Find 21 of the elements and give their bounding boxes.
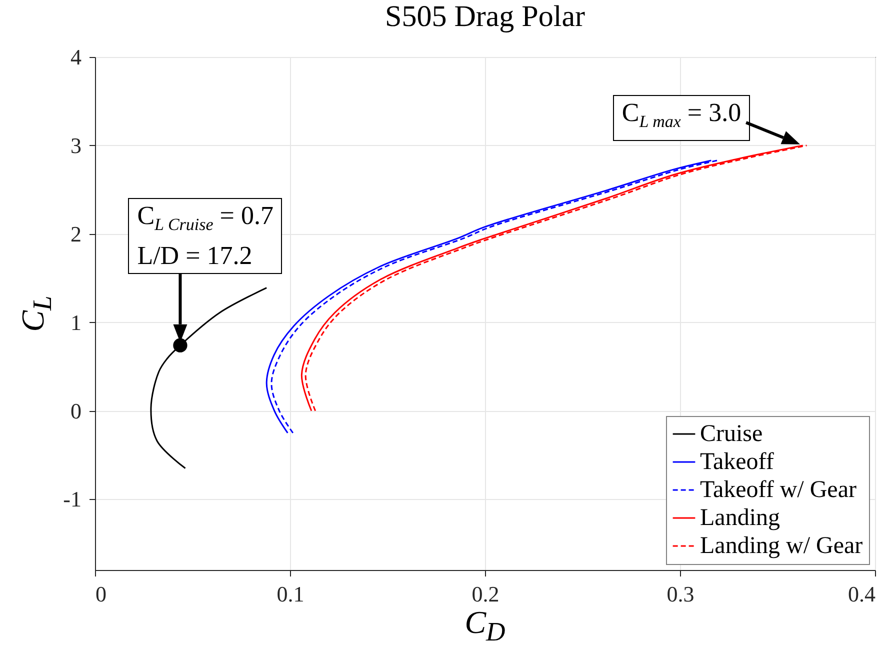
legend-label: Cruise xyxy=(700,421,763,447)
annotation: C$_{L max}$ = 3.0 xyxy=(612,95,750,141)
y-tick-label: 4 xyxy=(70,44,82,70)
annotation: C$_{L Cruise}$ = 0.7 L/D = 17.2 xyxy=(128,198,282,274)
legend-label: Landing xyxy=(700,505,780,531)
x-tick-label: 0.2 xyxy=(472,582,500,606)
x-tick-label: 0.3 xyxy=(666,582,694,606)
x-tick-label: 0.4 xyxy=(848,582,876,606)
x-tick-label: 0 xyxy=(96,582,106,606)
legend-label: Takeoff xyxy=(700,449,774,475)
x-axis-title: C$_{D}$ xyxy=(464,604,506,648)
y-tick-label: 0 xyxy=(70,398,82,424)
y-tick-label: 3 xyxy=(70,132,82,158)
y-tick-label: -1 xyxy=(63,486,82,512)
legend-label: Landing w/ Gear xyxy=(700,533,863,559)
x-tick-label: 0.1 xyxy=(276,582,304,606)
y-tick-label: 1 xyxy=(70,310,82,335)
legend-label: Takeoff w/ Gear xyxy=(700,477,856,503)
chart-title: S505 Drag Polar xyxy=(385,0,585,33)
line-series xyxy=(150,287,268,470)
y-tick-label: 2 xyxy=(70,221,82,246)
